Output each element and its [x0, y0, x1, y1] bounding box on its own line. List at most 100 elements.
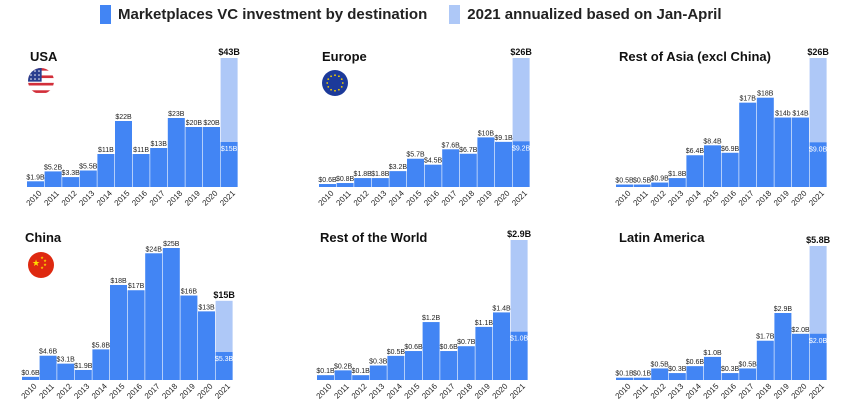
- data-label-europe-2014: $3.2B: [389, 164, 408, 171]
- data-label-china-2017: $24B: [146, 246, 163, 253]
- bar-europe-2012: [354, 178, 372, 187]
- data-label-rest-of-the-world-2021: $1.0B: [510, 336, 529, 343]
- tick-label-rest-of-the-world-2017: 2017: [438, 381, 457, 400]
- svg-text:★: ★: [40, 265, 44, 270]
- data-label-annualized-usa-2021: $43B: [218, 47, 240, 57]
- data-label-europe-2020: $9.1B: [494, 135, 513, 142]
- data-label-rest-of-asia-excl-china-2014: $6.4B: [686, 148, 705, 155]
- tick-label-rest-of-the-world-2020: 2020: [491, 381, 510, 400]
- bar-rest-of-asia-excl-china-2012: [651, 182, 669, 187]
- bar-latin-america-2012: [651, 368, 669, 380]
- bar-rest-of-the-world-2013: [369, 365, 387, 380]
- data-label-china-2018: $25B: [163, 241, 180, 248]
- tick-label-china-2013: 2013: [72, 381, 91, 400]
- data-label-latin-america-2013: $0.3B: [668, 366, 687, 373]
- data-label-latin-america-2015: $1.0B: [703, 350, 722, 357]
- bar-usa-2015: [115, 121, 132, 187]
- svg-text:★: ★: [43, 258, 47, 263]
- tick-label-latin-america-2014: 2014: [684, 381, 703, 400]
- tick-label-usa-2015: 2015: [113, 188, 132, 207]
- data-label-latin-america-2018: $1.7B: [756, 334, 775, 341]
- tick-label-china-2014: 2014: [90, 381, 109, 400]
- bar-usa-2021: [220, 142, 238, 187]
- tick-label-usa-2010: 2010: [25, 188, 44, 207]
- tick-label-usa-2020: 2020: [201, 188, 220, 207]
- data-label-usa-2021: $15B: [221, 146, 238, 153]
- bar-rest-of-the-world-2012: [352, 375, 370, 380]
- tick-label-rest-of-the-world-2014: 2014: [385, 381, 404, 400]
- tick-label-latin-america-2011: 2011: [631, 382, 650, 401]
- tick-label-rest-of-asia-excl-china-2019: 2019: [772, 188, 791, 207]
- bar-latin-america-2018: [756, 340, 774, 380]
- data-label-europe-2016: $4.5B: [424, 158, 443, 165]
- tick-label-china-2021: 2021: [213, 381, 232, 400]
- data-label-annualized-latin-america-2021: $5.8B: [806, 235, 831, 245]
- data-label-usa-2014: $11B: [98, 147, 114, 154]
- bar-latin-america-2015: [704, 356, 721, 380]
- bar-usa-2010: [27, 181, 44, 187]
- data-label-usa-2020: $20B: [203, 120, 220, 127]
- data-label-usa-2013: $5.5B: [79, 164, 98, 171]
- data-label-annualized-rest-of-asia-excl-china-2021: $26B: [807, 47, 829, 57]
- data-label-rest-of-the-world-2012: $0.1B: [352, 368, 371, 375]
- chart-china: China $0.6B 2010 $4.6B 2011 $3.1B 2012 $1.9B 201…: [20, 230, 236, 401]
- bar-china-2019: [180, 295, 198, 380]
- tick-label-rest-of-the-world-2021: 2021: [508, 381, 527, 400]
- bar-europe-2021: [512, 141, 530, 187]
- tick-label-rest-of-asia-excl-china-2017: 2017: [737, 188, 756, 207]
- tick-label-usa-2017: 2017: [148, 188, 167, 207]
- chart-rest-of-the-world: Rest of the World$0.1B2010$0.2B2011$0.1B…: [315, 229, 532, 401]
- data-label-latin-america-2010: $0.1B: [615, 371, 634, 378]
- tick-label-latin-america-2010: 2010: [614, 381, 633, 400]
- bar-china-2017: [145, 253, 163, 380]
- bar-europe-2014: [389, 171, 407, 187]
- data-label-rest-of-the-world-2015: $0.6B: [404, 344, 423, 351]
- tick-label-usa-2012: 2012: [60, 188, 79, 207]
- legend: Marketplaces VC investment by destinatio…: [100, 4, 744, 24]
- bar-europe-2019: [477, 137, 495, 187]
- bar-latin-america-2013: [668, 373, 686, 380]
- tick-label-usa-2016: 2016: [130, 188, 149, 207]
- bar-china-2010: [22, 376, 39, 380]
- bar-rest-of-the-world-2017: [440, 351, 458, 380]
- data-label-china-2012: $3.1B: [57, 357, 76, 364]
- data-label-rest-of-the-world-2010: $0.1B: [316, 368, 335, 375]
- tick-label-china-2010: 2010: [20, 381, 39, 400]
- svg-text:★: ★: [40, 255, 44, 260]
- bar-latin-america-2011: [633, 377, 651, 380]
- bar-rest-of-the-world-2010: [317, 375, 334, 380]
- chart-title-usa: USA: [30, 49, 58, 64]
- data-label-latin-america-2012: $0.5B: [651, 361, 670, 368]
- data-label-usa-2011: $5.2B: [44, 164, 63, 171]
- tick-label-europe-2018: 2018: [457, 188, 476, 207]
- data-label-rest-of-the-world-2016: $1.2B: [422, 315, 441, 322]
- bar-rest-of-asia-excl-china-2015: [704, 145, 721, 187]
- china-flag-icon: ★★★★★: [28, 252, 54, 278]
- legend-swatch-annualized: [449, 4, 461, 24]
- bar-latin-america-2019: [774, 313, 792, 380]
- tick-label-china-2016: 2016: [125, 381, 144, 400]
- chart-latin-america: Latin America$0.1B2010$0.1B2011$0.5B2012…: [614, 230, 831, 401]
- tick-label-europe-2010: 2010: [317, 188, 336, 207]
- data-label-europe-2011: $0.8B: [336, 176, 355, 183]
- tick-label-europe-2021: 2021: [510, 188, 529, 207]
- tick-label-rest-of-asia-excl-china-2012: 2012: [649, 188, 668, 207]
- data-label-europe-2015: $5.7B: [406, 152, 425, 159]
- bar-europe-2013: [371, 178, 389, 187]
- legend-swatch-actual: [100, 4, 111, 24]
- data-label-china-2011: $4.6B: [39, 349, 58, 356]
- chart-title-europe: Europe: [322, 49, 367, 64]
- bar-europe-2020: [495, 141, 512, 187]
- tick-label-rest-of-the-world-2012: 2012: [350, 381, 369, 400]
- tick-label-rest-of-asia-excl-china-2013: 2013: [666, 188, 685, 207]
- bar-rest-of-the-world-2011: [334, 370, 352, 380]
- bar-usa-2016: [132, 154, 150, 187]
- chart-europe: Europe $0.6B 2010$0.8B 2011 $1.8B 2012 $1.8B 20…: [317, 47, 533, 208]
- data-label-annualized-rest-of-the-world-2021: $2.9B: [507, 229, 532, 239]
- tick-label-rest-of-the-world-2013: 2013: [367, 381, 386, 400]
- data-label-rest-of-the-world-2011: $0.2B: [334, 363, 353, 370]
- tick-label-rest-of-the-world-2011: 2011: [332, 382, 351, 401]
- tick-label-china-2012: 2012: [55, 381, 74, 400]
- bar-usa-2019: [185, 127, 203, 187]
- data-label-latin-america-2019: $2.9B: [774, 306, 793, 313]
